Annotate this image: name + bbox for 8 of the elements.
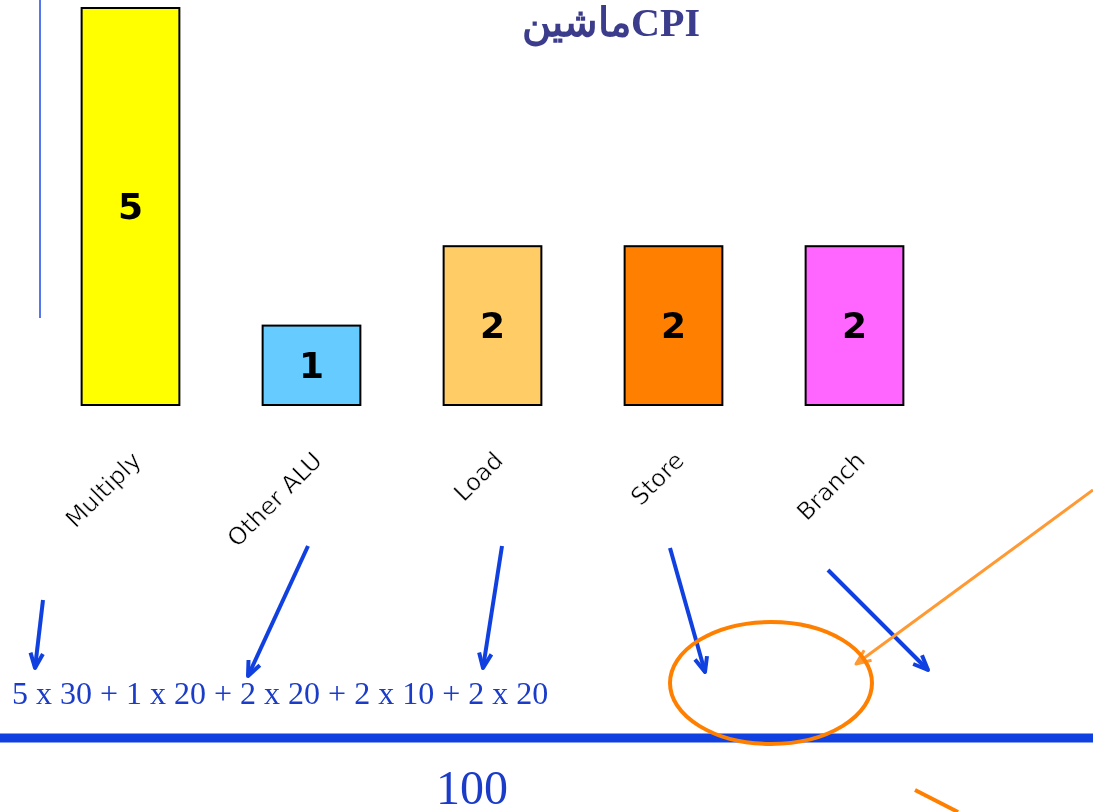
data-label: 1 xyxy=(298,344,325,386)
chart-title: CPIماشین xyxy=(522,0,700,47)
data-label: 2 xyxy=(660,305,687,347)
data-label: 5 xyxy=(117,186,144,228)
text: 100 xyxy=(436,761,508,812)
data-label: 2 xyxy=(479,305,506,347)
data-label: 2 xyxy=(841,305,868,347)
text: 5 x 30 + 1 x 20 + 2 x 20 + 2 x 10 + 2 x 20 xyxy=(12,675,549,711)
